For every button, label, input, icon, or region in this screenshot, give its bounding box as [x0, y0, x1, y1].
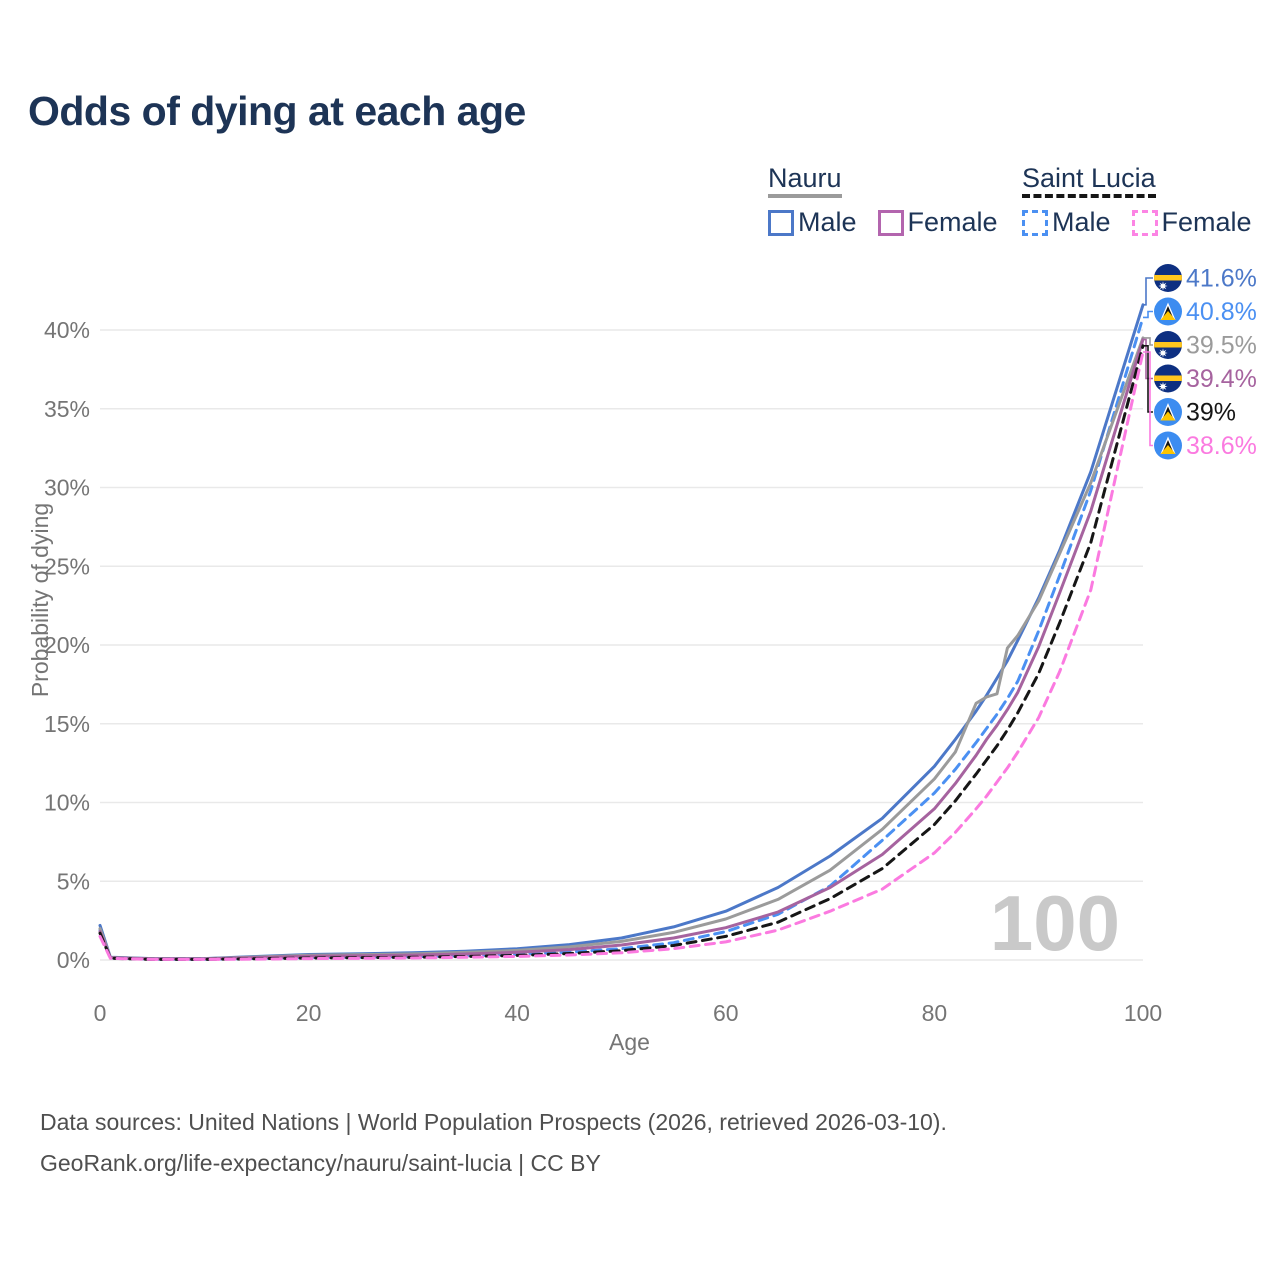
y-tick-label: 5%: [57, 868, 90, 894]
age-watermark: 100: [990, 879, 1120, 967]
page-title: Odds of dying at each age: [28, 88, 526, 134]
x-axis-title: Age: [609, 1029, 650, 1055]
y-tick-label: 25%: [44, 553, 90, 579]
end-label-connector: [1143, 277, 1153, 306]
end-label-connector: [1143, 351, 1153, 447]
series-saint-lucia-total-line[interactable]: [98, 344, 1145, 961]
y-tick-label: 40%: [44, 317, 90, 343]
x-tick-label: 100: [1124, 1000, 1162, 1026]
flag-saint-lucia-icon: [1154, 431, 1182, 460]
end-label-connector: [1143, 310, 1153, 319]
nauru-female-swatch: [877, 209, 904, 236]
flag-saint-lucia-icon: [1154, 297, 1182, 326]
legend-item-saint-lucia-female[interactable]: Female: [1131, 207, 1252, 238]
x-tick-label: 40: [504, 1000, 530, 1026]
footer: Data sources: United Nations | World Pop…: [40, 1102, 947, 1184]
data-sources-text: Data sources: United Nations | World Pop…: [40, 1109, 947, 1135]
x-tick-label: 0: [94, 1000, 107, 1026]
source-link[interactable]: GeoRank.org/life-expectancy/nauru/saint-…: [40, 1150, 601, 1176]
nauru-male-swatch: [768, 209, 794, 236]
series-saint-lucia-female-line[interactable]: [98, 350, 1145, 961]
flag-nauru-icon: [1154, 331, 1182, 359]
y-tick-label: 35%: [44, 396, 90, 422]
end-label-nauru-female: 39.4%: [1186, 365, 1257, 393]
saint-lucia-female-swatch: [1131, 209, 1158, 236]
x-tick-label: 60: [713, 1000, 739, 1026]
flag-saint-lucia-icon: [1154, 398, 1182, 426]
legend-item-nauru-female[interactable]: Female: [877, 207, 998, 238]
nauru-line-sample: [768, 194, 842, 198]
legend-country-saint-lucia[interactable]: Saint Lucia: [1022, 163, 1156, 198]
legend-group-nauru: Nauru Male Female: [768, 163, 998, 238]
series-saint-lucia-male-line[interactable]: [98, 315, 1145, 961]
x-tick-label: 20: [296, 1000, 322, 1026]
end-label-saint-lucia-female: 38.6%: [1186, 432, 1257, 460]
y-axis-title: Probability of dying: [27, 503, 53, 697]
end-label-nauru-male: 41.6%: [1186, 265, 1257, 293]
y-tick-label: 20%: [44, 632, 90, 658]
x-tick-label: 80: [922, 1000, 948, 1026]
end-label-connector: [1143, 337, 1153, 346]
end-label-saint-lucia-male: 40.8%: [1186, 298, 1257, 326]
y-tick-label: 10%: [44, 790, 90, 816]
legend-group-saint-lucia: Saint Lucia Male Female: [1022, 163, 1252, 238]
end-label-saint-lucia-total: 39%: [1186, 399, 1236, 427]
y-tick-label: 0%: [57, 947, 90, 973]
flag-nauru-icon: [1154, 364, 1182, 393]
legend-country-nauru[interactable]: Nauru: [768, 163, 842, 198]
end-label-nauru-total: 39.5%: [1186, 332, 1257, 360]
series-nauru-male-line[interactable]: [98, 303, 1145, 961]
y-tick-label: 15%: [44, 711, 90, 737]
y-tick-label: 30%: [44, 475, 90, 501]
saint-lucia-line-sample: [1022, 194, 1156, 198]
series-nauru-female-line[interactable]: [98, 338, 1145, 961]
series-nauru-total-line[interactable]: [98, 336, 1145, 961]
saint-lucia-male-swatch: [1022, 209, 1048, 236]
legend-item-nauru-male[interactable]: Male: [768, 207, 857, 238]
legend-item-saint-lucia-male[interactable]: Male: [1022, 207, 1111, 238]
flag-nauru-icon: [1154, 264, 1182, 292]
